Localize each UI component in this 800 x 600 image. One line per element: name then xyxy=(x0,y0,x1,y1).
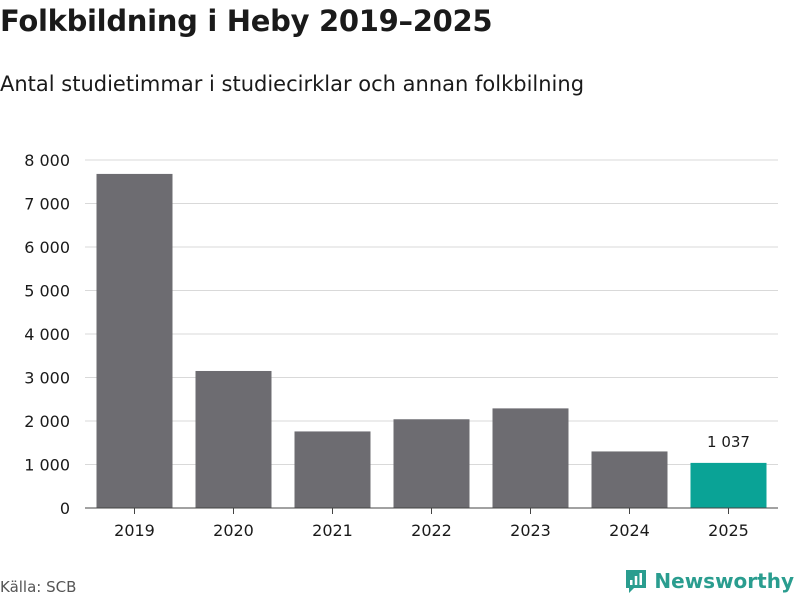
bar-2022 xyxy=(393,419,470,508)
y-tick-label: 1 000 xyxy=(24,456,70,475)
x-tick-label: 2020 xyxy=(213,521,254,540)
y-tick-label: 2 000 xyxy=(24,412,70,431)
y-tick-label: 8 000 xyxy=(24,151,70,170)
brand-name: Newsworthy xyxy=(654,569,794,593)
bar-2023 xyxy=(492,408,569,508)
x-tick-label: 2025 xyxy=(708,521,749,540)
y-axis-ticks: 0 1 000 2 000 3 000 4 000 5 000 6 000 7 000 8 00… xyxy=(24,151,70,518)
x-tick-label: 2024 xyxy=(609,521,650,540)
newsworthy-logo-icon xyxy=(626,570,647,593)
bars xyxy=(96,173,767,509)
bar-2021 xyxy=(294,431,371,508)
chart-title: Folkbildning i Heby 2019–2025 xyxy=(0,4,493,38)
bar-2020 xyxy=(195,370,272,508)
grid-lines xyxy=(85,159,778,465)
data-label: 1 037 xyxy=(707,433,750,451)
x-tick-label: 2022 xyxy=(411,521,452,540)
y-tick-label: 6 000 xyxy=(24,238,70,257)
source-note: Källa: SCB xyxy=(0,578,77,596)
y-tick-label: 7 000 xyxy=(24,195,70,214)
brand-logo[interactable]: Newsworthy xyxy=(624,568,794,594)
x-tick-label: 2019 xyxy=(114,521,155,540)
bar-2024 xyxy=(591,451,668,508)
bar-2019 xyxy=(96,173,173,509)
y-tick-label: 5 000 xyxy=(24,282,70,301)
chart-subtitle: Antal studietimmar i studiecirklar och a… xyxy=(0,72,585,96)
y-tick-label: 0 xyxy=(60,499,70,518)
x-axis-ticks: 2019 2020 2021 2022 2023 2024 2025 xyxy=(114,508,749,540)
y-tick-label: 4 000 xyxy=(24,325,70,344)
y-tick-label: 3 000 xyxy=(24,369,70,388)
x-tick-label: 2023 xyxy=(510,521,551,540)
data-labels: 1 037 xyxy=(707,433,750,451)
bar-2025 xyxy=(690,462,767,508)
x-tick-label: 2021 xyxy=(312,521,353,540)
